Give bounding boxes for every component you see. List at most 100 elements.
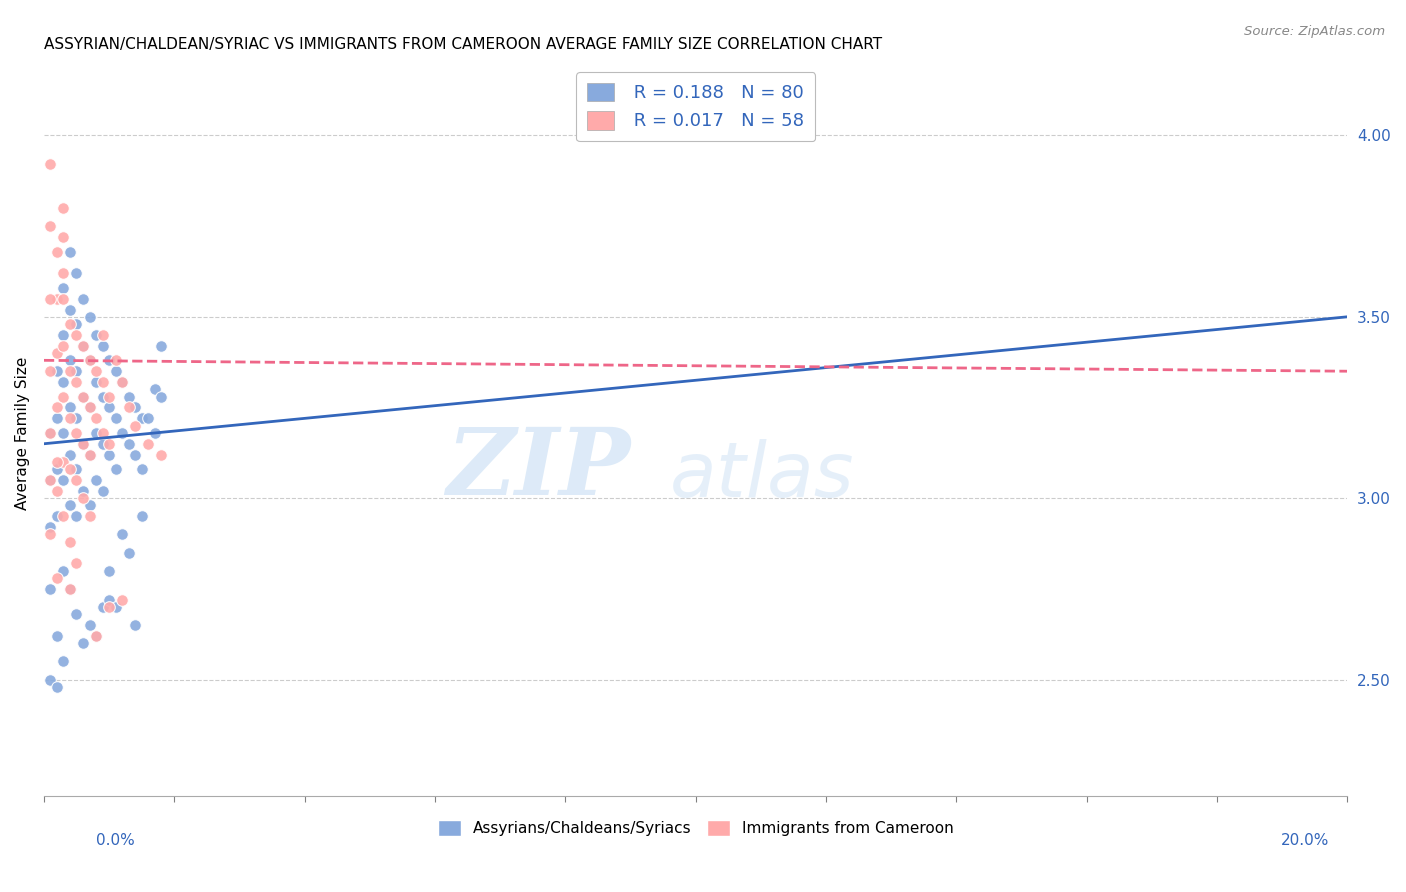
Point — [45, 483, 67, 498]
Point — [65, 607, 87, 622]
Point — [79, 448, 101, 462]
Point — [52, 390, 75, 404]
Point — [39, 520, 62, 534]
Point — [72, 491, 94, 505]
Point — [131, 411, 153, 425]
Point — [72, 436, 94, 450]
Point — [39, 425, 62, 440]
Point — [84, 629, 107, 643]
Point — [72, 483, 94, 498]
Point — [111, 592, 134, 607]
Point — [39, 364, 62, 378]
Point — [91, 483, 114, 498]
Point — [136, 411, 159, 425]
Point — [91, 375, 114, 389]
Point — [45, 364, 67, 378]
Point — [52, 564, 75, 578]
Point — [84, 473, 107, 487]
Point — [91, 425, 114, 440]
Point — [59, 534, 82, 549]
Point — [79, 353, 101, 368]
Point — [124, 618, 146, 632]
Point — [72, 636, 94, 650]
Point — [104, 364, 127, 378]
Point — [124, 418, 146, 433]
Point — [59, 411, 82, 425]
Point — [111, 375, 134, 389]
Point — [39, 473, 62, 487]
Point — [143, 425, 166, 440]
Point — [98, 448, 121, 462]
Point — [52, 473, 75, 487]
Point — [117, 545, 139, 559]
Point — [79, 353, 101, 368]
Point — [65, 375, 87, 389]
Point — [117, 401, 139, 415]
Text: 0.0%: 0.0% — [96, 833, 135, 847]
Point — [79, 401, 101, 415]
Point — [72, 390, 94, 404]
Point — [91, 327, 114, 342]
Point — [45, 571, 67, 585]
Point — [45, 346, 67, 360]
Point — [59, 401, 82, 415]
Point — [104, 353, 127, 368]
Point — [45, 509, 67, 524]
Point — [45, 244, 67, 259]
Point — [72, 292, 94, 306]
Text: ZIP: ZIP — [446, 425, 630, 514]
Point — [52, 281, 75, 295]
Y-axis label: Average Family Size: Average Family Size — [15, 356, 30, 509]
Point — [39, 673, 62, 687]
Point — [45, 680, 67, 694]
Legend:  R = 0.188   N = 80,  R = 0.017   N = 58: R = 0.188 N = 80, R = 0.017 N = 58 — [576, 72, 815, 141]
Point — [98, 390, 121, 404]
Point — [65, 411, 87, 425]
Point — [59, 364, 82, 378]
Point — [39, 292, 62, 306]
Point — [124, 401, 146, 415]
Point — [131, 462, 153, 476]
Point — [79, 499, 101, 513]
Point — [84, 375, 107, 389]
Point — [65, 266, 87, 280]
Text: ASSYRIAN/CHALDEAN/SYRIAC VS IMMIGRANTS FROM CAMEROON AVERAGE FAMILY SIZE CORRELA: ASSYRIAN/CHALDEAN/SYRIAC VS IMMIGRANTS F… — [44, 37, 882, 53]
Point — [104, 411, 127, 425]
Point — [59, 244, 82, 259]
Point — [65, 425, 87, 440]
Point — [91, 436, 114, 450]
Point — [79, 618, 101, 632]
Point — [39, 473, 62, 487]
Text: 20.0%: 20.0% — [1281, 833, 1329, 847]
Point — [98, 599, 121, 614]
Point — [52, 455, 75, 469]
Point — [124, 448, 146, 462]
Point — [111, 425, 134, 440]
Point — [98, 592, 121, 607]
Point — [59, 353, 82, 368]
Point — [117, 390, 139, 404]
Point — [98, 401, 121, 415]
Text: atlas: atlas — [669, 440, 853, 514]
Point — [39, 527, 62, 541]
Point — [59, 582, 82, 596]
Point — [59, 302, 82, 317]
Text: Source: ZipAtlas.com: Source: ZipAtlas.com — [1244, 25, 1385, 38]
Point — [39, 157, 62, 171]
Point — [72, 390, 94, 404]
Point — [59, 499, 82, 513]
Point — [45, 292, 67, 306]
Point — [111, 375, 134, 389]
Point — [79, 509, 101, 524]
Point — [65, 317, 87, 331]
Point — [150, 339, 173, 353]
Point — [39, 582, 62, 596]
Point — [98, 436, 121, 450]
Point — [45, 629, 67, 643]
Point — [84, 411, 107, 425]
Point — [45, 401, 67, 415]
Point — [52, 425, 75, 440]
Point — [52, 292, 75, 306]
Point — [52, 375, 75, 389]
Point — [143, 382, 166, 396]
